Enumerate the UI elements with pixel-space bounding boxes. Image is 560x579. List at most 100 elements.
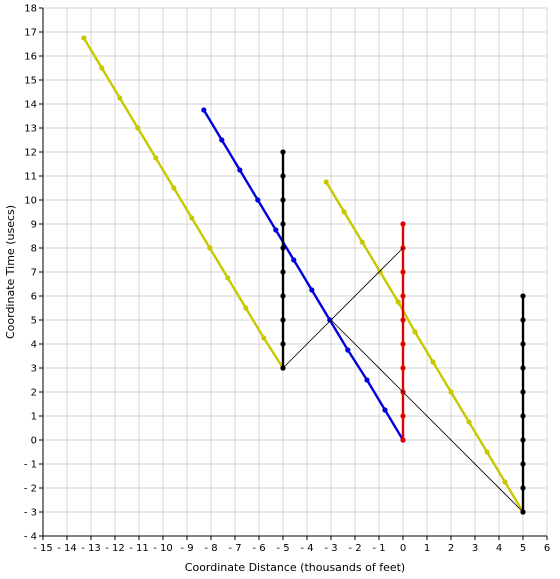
x-tick-label: - 3 [324, 543, 337, 554]
data-point [400, 341, 406, 347]
x-tick-label: 3 [472, 543, 478, 554]
data-point [261, 335, 267, 341]
data-point [341, 209, 347, 215]
data-point [520, 341, 526, 347]
y-tick-label: 2 [31, 388, 37, 399]
data-point [280, 341, 286, 347]
series-line [282, 247, 404, 369]
series-2 [201, 107, 406, 443]
data-point [520, 293, 526, 299]
series-line [325, 181, 525, 513]
series-6 [282, 247, 404, 369]
data-point [280, 269, 286, 275]
x-tick-label: 1 [424, 543, 430, 554]
data-point [171, 185, 177, 191]
y-tick-label: 4 [31, 340, 37, 351]
data-point [225, 275, 231, 281]
y-tick-label: 5 [31, 316, 37, 327]
y-tick-label: 1 [31, 412, 37, 423]
series-line [330, 319, 524, 513]
y-tick-label: 14 [24, 100, 37, 111]
y-tick-label: 15 [24, 76, 37, 87]
data-point [243, 305, 249, 311]
data-point [520, 365, 526, 371]
x-tick-label: 2 [448, 543, 454, 554]
data-point [273, 227, 279, 233]
series-7 [330, 319, 524, 513]
data-point [520, 437, 526, 443]
data-point [430, 359, 436, 365]
data-point [377, 269, 383, 275]
data-point [323, 179, 329, 185]
data-point [280, 149, 286, 155]
series-3 [280, 149, 286, 371]
y-tick-label: 11 [24, 172, 37, 183]
series-5 [520, 293, 526, 515]
data-point [280, 173, 286, 179]
data-point [345, 347, 351, 353]
data-point [400, 269, 406, 275]
y-tick-label: 3 [31, 364, 37, 375]
y-tick-label: 18 [24, 4, 37, 15]
x-tick-label: 0 [400, 543, 406, 554]
data-point [520, 485, 526, 491]
x-tick-label: - 10 [153, 543, 173, 554]
data-point [309, 287, 315, 293]
data-point [520, 413, 526, 419]
x-tick-label: - 4 [300, 543, 313, 554]
x-tick-label: - 9 [180, 543, 193, 554]
x-tick-label: - 8 [204, 543, 217, 554]
data-point [291, 257, 297, 263]
data-point [219, 137, 225, 143]
y-tick-label: - 4 [24, 532, 37, 543]
data-point [280, 221, 286, 227]
x-tick-label: - 11 [129, 543, 149, 554]
series-0 [81, 35, 286, 371]
data-point [99, 65, 105, 71]
data-point [280, 293, 286, 299]
y-tick-label: 16 [24, 52, 37, 63]
data-point [117, 95, 123, 101]
series-line [202, 109, 405, 441]
data-point [448, 389, 454, 395]
data-point [153, 155, 159, 161]
data-point [400, 365, 406, 371]
data-point [395, 299, 401, 305]
x-tick-label: - 2 [348, 543, 361, 554]
data-point [201, 107, 207, 113]
y-tick-label: 0 [31, 436, 37, 447]
x-tick-label: 4 [496, 543, 502, 554]
axes [39, 7, 548, 540]
y-tick-label: 6 [31, 292, 37, 303]
data-point [400, 437, 406, 443]
y-tick-label: 9 [31, 220, 37, 231]
x-tick-label: - 15 [33, 543, 53, 554]
series-4 [400, 221, 406, 443]
grid [42, 7, 548, 537]
data-point [280, 317, 286, 323]
y-tick-label: - 3 [24, 508, 37, 519]
x-tick-label: 6 [544, 543, 550, 554]
data-point [327, 317, 333, 323]
data-point [484, 449, 490, 455]
x-tick-label: - 1 [372, 543, 385, 554]
y-tick-label: - 1 [24, 460, 37, 471]
data-point [520, 461, 526, 467]
data-point [359, 239, 365, 245]
x-axis-title: Coordinate Distance (thousands of feet) [185, 561, 405, 574]
series [81, 35, 526, 515]
data-point [280, 197, 286, 203]
y-tick-label: - 2 [24, 484, 37, 495]
x-tick-label: - 12 [105, 543, 125, 554]
data-point [520, 317, 526, 323]
x-tick-label: - 13 [81, 543, 101, 554]
data-point [81, 35, 87, 41]
data-point [280, 245, 286, 251]
x-tick-label: 5 [520, 543, 526, 554]
data-point [400, 317, 406, 323]
x-tick-label: - 6 [252, 543, 265, 554]
y-tick-label: 7 [31, 268, 37, 279]
data-point [255, 197, 261, 203]
